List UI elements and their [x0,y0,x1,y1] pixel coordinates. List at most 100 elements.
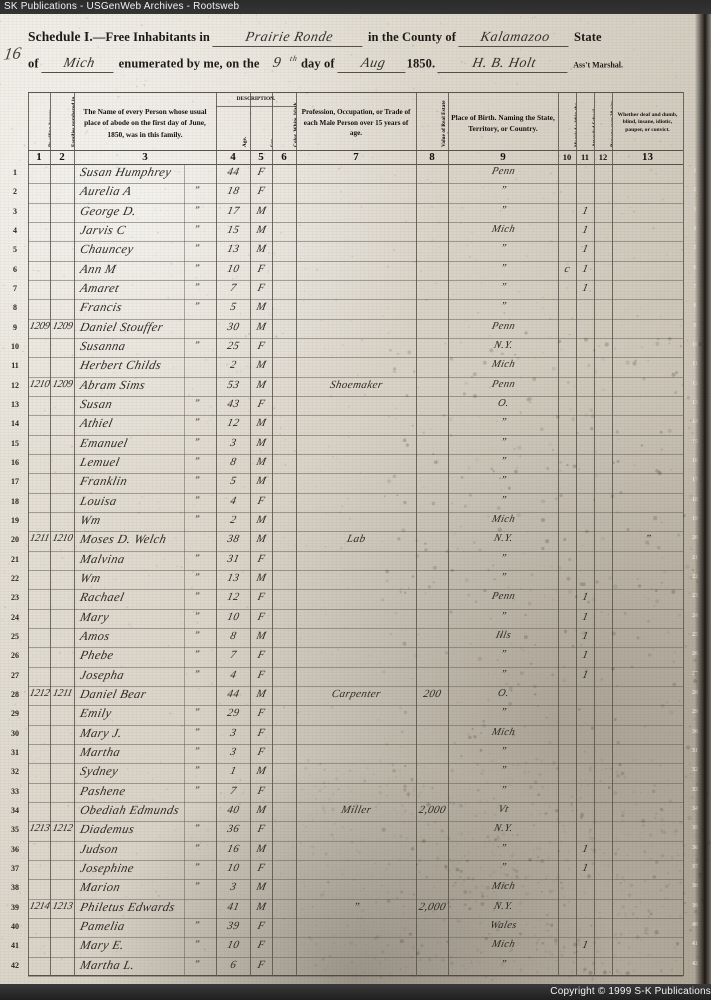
cell-birthplace: ” [499,475,508,487]
cell-sex: M [255,842,268,855]
row-number-left: 10 [11,342,19,351]
cell-name-ditto: ” [192,204,201,216]
cell-sex: F [256,649,267,662]
grid-hline [28,821,683,823]
grid-hline [28,280,683,281]
row-number-left: 31 [11,748,19,757]
row-number-right: 35 [692,825,698,832]
cell-age: 7 [229,282,238,294]
cell-family-number: 1211 [51,688,74,699]
cell-sex: F [256,862,267,874]
cell-age: 8 [229,630,238,642]
grid-hline [28,628,683,629]
cell-sex: F [256,262,267,275]
column-header-c12: Persons over 20 y'rs of age who cannot r… [594,92,612,150]
grid-hline [28,260,683,262]
row-number-right: 21 [692,554,698,561]
grid-hline [28,589,683,591]
grid-hline [28,975,683,976]
row-number-left: 40 [11,922,19,931]
cell-sex: F [256,784,267,797]
cell-birthplace: ” [499,610,508,622]
cell-birthplace: ” [499,301,508,313]
row-number-right: 23 [692,593,698,600]
grid-hline [28,937,683,939]
cell-sex: M [255,572,268,584]
cell-age: 31 [226,552,241,565]
row-number-right: 13 [692,400,698,406]
in-county-of-label: in the County of [367,30,457,44]
cell-age: 2 [229,359,238,372]
cell-person-name: Obediah Edmunds [78,803,181,817]
cell-age: 18 [226,185,241,198]
grid-hline [28,531,683,533]
cell-name-ditto: ” [192,746,201,757]
cell-real-estate: 2,000 [417,900,448,913]
cell-birthplace: ” [499,765,508,777]
row-number-right: 39 [692,902,698,909]
cell-age: 7 [229,649,238,662]
cell-age: 5 [229,475,238,488]
cell-age: 10 [226,610,241,623]
row-number-left: 8 [13,303,17,313]
grid-hline [28,396,683,397]
row-number-right: 17 [692,477,698,484]
row-number-right: 1 [693,168,697,174]
cell-birthplace: Mich [490,224,517,235]
row-number-right: 16 [692,458,698,464]
cell-age: 3 [229,726,238,739]
cell-infirmity: ” [643,533,653,546]
cell-age: 30 [226,320,241,333]
grid-hline [28,570,683,571]
schedule-header: Schedule I.—Free Inhabitants in Prairie … [0,16,711,90]
cell-name-ditto: ” [192,185,201,197]
column-header-c9-label: Place of Birth. Naming the State, Territ… [451,112,555,133]
grid-hline [28,879,683,881]
cell-age: 10 [226,262,241,275]
grid-hline [28,434,683,436]
cell-name-ditto: ” [192,881,201,893]
row-number-left: 20 [11,535,19,545]
column-number-c12: 12 [598,152,608,162]
grid-hline [28,318,683,320]
cell-sex: M [255,630,268,642]
cell-name-ditto: ” [192,823,201,835]
column-number-c7: 7 [353,151,359,163]
cell-age: 29 [226,707,241,720]
cell-age: 12 [226,591,241,604]
cell-age: 15 [226,224,241,236]
grid-hline [28,241,683,243]
grid-vline [448,92,449,976]
cell-sex: M [255,320,268,333]
grid-hline [28,724,683,726]
cell-age: 3 [229,881,238,894]
row-number-left: 29 [11,709,19,719]
cell-sex: M [255,688,268,700]
cell-sex: M [255,359,268,372]
cell-sex: F [256,494,267,507]
row-number-left: 37 [11,864,19,873]
column-header-description_group-label: DESCRIPTION. [236,95,276,102]
cell-sex: M [255,301,268,314]
cell-age: 5 [229,301,238,314]
cell-family-number: 1209 [51,320,74,332]
column-number-c8: 8 [429,151,435,163]
grid-vline [28,92,29,976]
cell-occupation: Lab [345,533,367,546]
cell-birthplace: ” [499,842,508,854]
cell-birthplace: ” [499,746,508,757]
row-number-left: 38 [11,883,19,893]
cell-age: 44 [226,166,241,178]
row-number-right: 42 [692,960,698,967]
cell-birthplace: Penn [490,320,517,332]
cell-birthplace: N.Y. [492,340,514,351]
row-number-right: 38 [692,883,698,890]
row-number-left: 27 [11,670,19,680]
cell-name-ditto: ” [192,224,201,235]
grid-vline [594,92,595,976]
row-number-left: 28 [11,690,19,699]
cell-sex: F [256,552,267,565]
cell-birthplace: Penn [490,378,517,390]
cell-person-name: Daniel Stouffer [78,319,165,334]
cell-sex: M [255,765,268,778]
